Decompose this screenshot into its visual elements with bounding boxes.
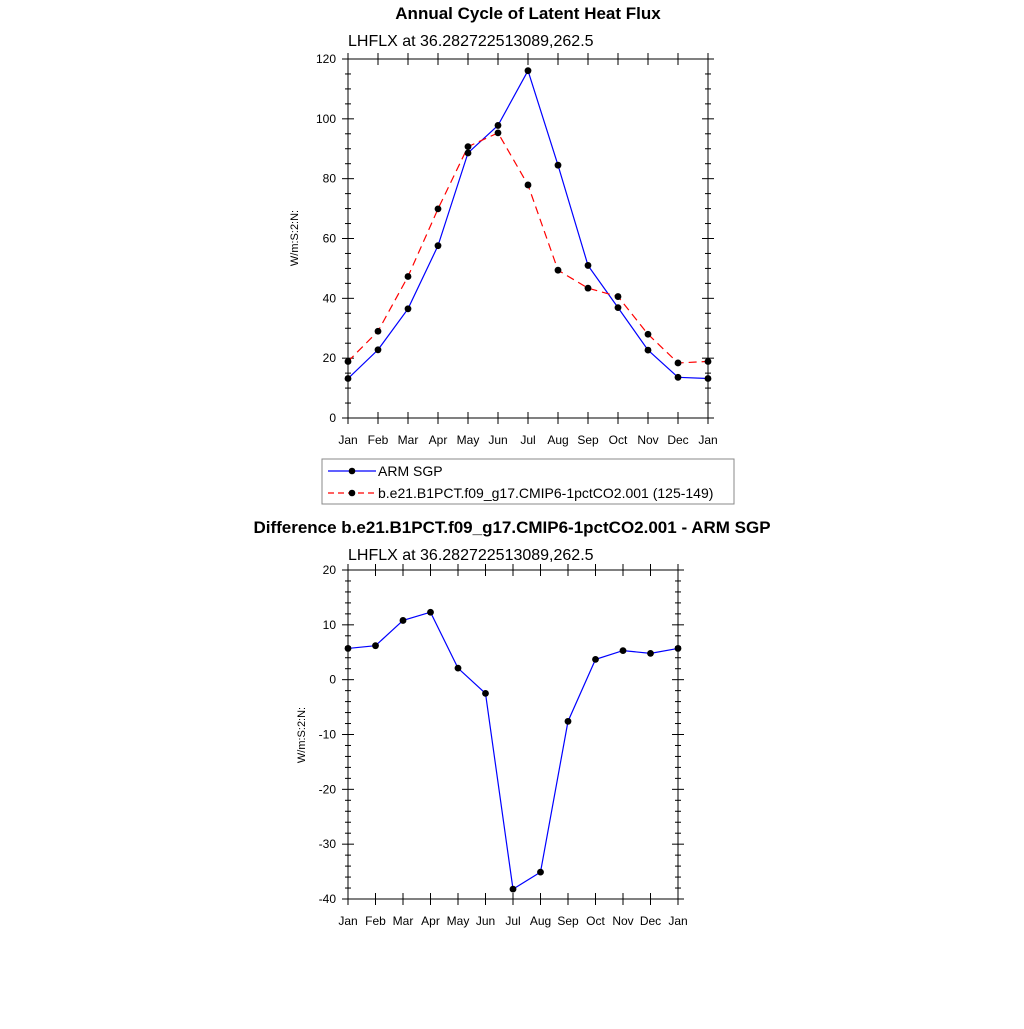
chart1-series-1-point [374,327,382,335]
chart2-series-0-point [482,689,489,697]
chart2-ytick-label: 20 [323,563,337,577]
chart1-frame [347,58,709,419]
chart2-ytick-label: 10 [323,618,337,632]
chart1-series-1-point [404,273,412,280]
chart2-series-0-point [537,868,544,876]
chart1-plot-area: 0 20 40 60 80 100 120 Jan Feb Mar Apr May Jun Jul Aug S… [316,52,718,447]
chart2-xtick-label: Sep [557,914,579,928]
chart1-xtick-label: Jan [698,433,717,447]
chart2-y-axis-label: W/m:S:2:N: [296,707,308,763]
chart1-series-1-point [584,284,592,292]
chart1-series-1-point [434,205,442,213]
chart1-series-1-point [674,359,682,367]
chart2-xtick-label: Oct [586,914,605,928]
chart1-series-0-point [524,67,532,75]
legend-marker-arm-sgp [348,467,356,475]
chart2-series-0-point [619,647,627,655]
chart1-series-0-point [404,305,412,313]
chart2-xtick-label: May [447,914,470,928]
chart1-series-line-0 [347,69,709,380]
chart1-series-0-point [554,161,562,169]
chart2-ytick-label: -20 [319,782,337,796]
chart1-series-1-point [344,358,352,365]
legend-label-arm-sgp: ARM SGP [378,463,443,479]
chart1-ytick-label: 20 [323,351,337,365]
chart1-series-1-point [614,293,622,300]
chart1-series-1-point [464,143,472,151]
chart1-xtick-label: Feb [368,433,389,447]
chart2-ytick-label: -30 [319,837,337,851]
chart1-xtick-label: Sep [577,433,599,447]
chart1-ytick-label: 120 [316,52,336,66]
legend-box [321,458,735,505]
chart1-series-0-point [344,375,352,382]
chart1-ytick-label: 80 [323,172,337,186]
chart2-plot-area: -40 -30 -20 -10 0 10 20 Jan Feb Mar Apr May Jun Jul Au… [319,563,688,928]
legend: ARM SGP b.e21.B1PCT.f09_g17.CMIP6-1pctCO… [321,458,735,505]
chart2-series-0-point [372,642,379,650]
chart2-ytick-label: -10 [319,728,337,742]
chart2-xtick-label: Apr [421,914,440,928]
chart2-ytick-label: -40 [319,892,337,906]
chart2-series-0-point [647,649,654,657]
chart2-xtick-label: Jan [668,914,687,928]
chart1-series-0-point [614,304,622,312]
chart1-series-0-point [434,242,442,250]
chart1-series-1-point [644,330,652,338]
chart2-xtick-label: Mar [393,914,414,928]
chart2-series-0-point [454,664,462,672]
chart2-xtick-label: Aug [530,914,551,928]
chart1-xtick-label: Jun [488,433,507,447]
chart1-series-line-1 [347,132,709,364]
chart1-series-1-point [524,181,532,189]
chart1-series-1-point [554,266,562,274]
chart2-ytick-label: 0 [329,673,336,687]
chart2-series-0-point [427,608,434,616]
chart1-xtick-label: Dec [667,433,688,447]
chart1-ytick-label: 0 [329,411,336,425]
chart1-subtitle: LHFLX at 36.282722513089,262.5 [348,33,594,50]
chart2-frame [347,569,679,900]
chart1-ytick-label: 100 [316,112,336,126]
chart1-series-0-point [464,149,472,157]
chart1-ytick-label: 60 [323,232,337,246]
chart2-xtick-label: Dec [640,914,661,928]
chart1-series-1-point [704,358,712,365]
chart1-series-0-point [644,346,652,354]
chart1-title: Annual Cycle of Latent Heat Flux [395,4,661,23]
chart2-title: Difference b.e21.B1PCT.f09_g17.CMIP6-1pc… [253,518,770,537]
chart1-series-0-point [374,346,382,354]
chart2-subtitle: LHFLX at 36.282722513089,262.5 [348,547,594,564]
chart2-series-0-point [674,645,682,652]
chart1-xtick-label: Oct [609,433,628,447]
chart1-xtick-label: May [457,433,480,447]
chart1-series-0-point [494,122,502,129]
chart1-xtick-label: Mar [398,433,419,447]
chart1-series-0-point [674,373,682,381]
chart1-xtick-label: Nov [637,433,658,447]
chart1-y-axis-label: W/m:S:2:N: [289,210,301,266]
chart2-series-0-point [564,717,572,725]
chart2-xtick-label: Jun [476,914,495,928]
chart1-xtick-label: Jul [520,433,535,447]
chart1-series-0-point [704,375,712,382]
legend-marker-model [348,489,356,497]
chart2-series-0-point [509,885,517,893]
chart1-xtick-label: Aug [547,433,568,447]
legend-label-model: b.e21.B1PCT.f09_g17.CMIP6-1pctCO2.001 (1… [378,485,713,501]
chart2-xtick-label: Nov [612,914,633,928]
chart2-series-line-0 [347,611,679,891]
chart1-ytick-label: 40 [323,291,337,305]
chart2-series-0-point [592,655,599,663]
chart2-series-0-point [344,645,352,652]
chart1-xtick-label: Apr [429,433,448,447]
chart1-xtick-label: Jan [338,433,357,447]
chart2-series-0-point [399,617,407,624]
chart1-series-1-point [494,129,502,137]
chart2-xtick-label: Feb [365,914,386,928]
chart1-series-0-point [584,262,592,269]
chart2-xtick-label: Jul [505,914,520,928]
chart2-xtick-label: Jan [338,914,357,928]
